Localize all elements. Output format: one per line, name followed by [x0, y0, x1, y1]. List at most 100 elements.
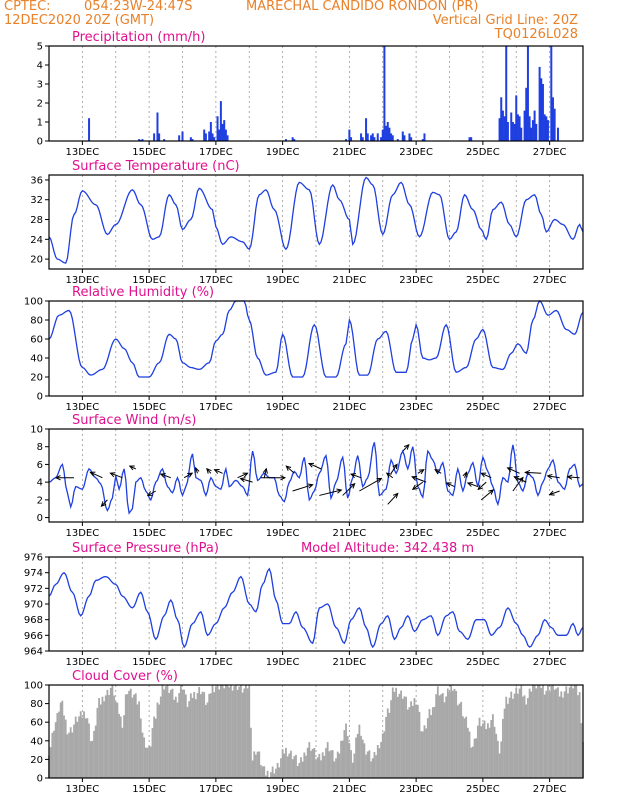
precip-bar [391, 135, 394, 141]
cloud-bar [475, 738, 478, 778]
cloud-bar [280, 758, 282, 778]
x-tick-label: 19DEC [266, 275, 300, 286]
precip-bar [360, 133, 363, 141]
panel-0 [45, 45, 584, 145]
cloud-bar [81, 717, 84, 778]
x-tick-label: 13DEC [66, 657, 100, 668]
cloud-bar [346, 736, 349, 778]
wind-arrow [101, 499, 108, 507]
panel-frame [48, 174, 584, 270]
precip-bar [498, 118, 501, 141]
x-tick-label: 23DEC [399, 402, 433, 413]
cloud-bar [300, 757, 302, 778]
cloud-bar [483, 720, 486, 778]
cloud-bar [410, 701, 413, 778]
x-tick-label: 13DEC [66, 402, 100, 413]
wind-arrow-head [411, 475, 418, 481]
wind-arrow-head [285, 465, 292, 471]
cloud-bar [290, 750, 292, 778]
cloud-bar [126, 694, 129, 778]
cloud-bar [73, 724, 75, 778]
precip-bar [535, 123, 538, 141]
cloud-bar [68, 732, 70, 778]
cloud-bar [547, 685, 549, 778]
cloud-bar [64, 719, 67, 778]
x-tick-label: 21DEC [333, 784, 367, 795]
cloud-bar [123, 715, 125, 778]
cloud-bar [176, 702, 179, 778]
y-tick-label: 100 [24, 681, 43, 692]
cloud-bar [191, 697, 194, 778]
cloud-bar [213, 692, 216, 778]
cloud-bar [305, 755, 307, 778]
cloud-bar [103, 701, 105, 778]
precip-bar [365, 118, 368, 141]
cloud-bar [101, 696, 104, 778]
cloud-bar [86, 718, 89, 778]
precip-bar [178, 135, 181, 141]
wind-arrow-head [506, 467, 513, 473]
x-tick-label: 15DEC [132, 147, 166, 158]
org-label: CPTEC: [4, 0, 51, 14]
cloud-bar [109, 687, 112, 778]
cloud-bar [498, 753, 501, 778]
x-tick-label: 19DEC [266, 784, 300, 795]
precip-bar [203, 129, 206, 141]
cloud-bar [461, 716, 464, 778]
cloud-bar [436, 686, 439, 778]
cloud-bar [218, 689, 221, 778]
cloud-bar [83, 711, 85, 778]
cloud-bar [507, 703, 509, 778]
y-tick-label: 0 [37, 137, 43, 148]
model-label: TQ0126L028 [494, 27, 578, 42]
wind-arrow [240, 478, 253, 483]
cloud-bar [323, 755, 326, 778]
cloud-bar [325, 747, 327, 778]
panel-title: Surface Wind (m/s) [72, 413, 196, 428]
wind-arrow-head [513, 476, 520, 481]
cloud-bar [281, 749, 284, 778]
cloud-bar [116, 702, 119, 778]
y-tick-label: 0 [37, 774, 43, 785]
precip-bar [158, 133, 161, 141]
cloud-bar [56, 713, 59, 778]
panel-title: Surface Pressure (hPa) [72, 541, 219, 556]
cloud-bar [540, 687, 543, 778]
x-tick-label: 23DEC [399, 528, 433, 539]
cloud-bar [416, 704, 419, 778]
cloud-bar [493, 726, 496, 778]
precip-bar [545, 116, 548, 141]
wind-arrow-head [262, 467, 268, 474]
wind-arrow [319, 489, 342, 496]
cloud-bar [373, 752, 376, 778]
cloud-bar [428, 709, 431, 778]
cloud-bar [320, 760, 322, 778]
cloud-bar [99, 704, 102, 778]
cloud-bar [515, 687, 518, 778]
cloud-bar [341, 740, 344, 778]
cloud-bar [178, 693, 181, 778]
wind-arrow-head [376, 477, 383, 483]
cloud-bar [198, 686, 201, 778]
cloud-bar [58, 711, 60, 778]
y-tick-label: 24 [30, 235, 43, 246]
cloud-bar [63, 715, 65, 778]
precip-bar [520, 127, 523, 141]
y-tick-label: 976 [24, 553, 43, 564]
cloud-bar [356, 733, 359, 778]
cloud-bar [159, 696, 162, 778]
cloud-bar [458, 703, 461, 778]
wind-arrow-head [89, 471, 96, 477]
precip-bar [88, 118, 91, 141]
cloud-bar [345, 723, 347, 778]
wind-arrow [387, 493, 399, 505]
cloud-bar [375, 755, 377, 778]
precip-bar [163, 139, 166, 141]
cloud-bar [391, 687, 394, 778]
y-tick-label: 974 [24, 568, 43, 579]
x-tick-label: 27DEC [533, 657, 567, 668]
wind-arrow-head [280, 475, 287, 481]
wind-arrow [350, 473, 362, 479]
cloud-bar [368, 750, 371, 778]
cloud-bar [88, 723, 90, 778]
